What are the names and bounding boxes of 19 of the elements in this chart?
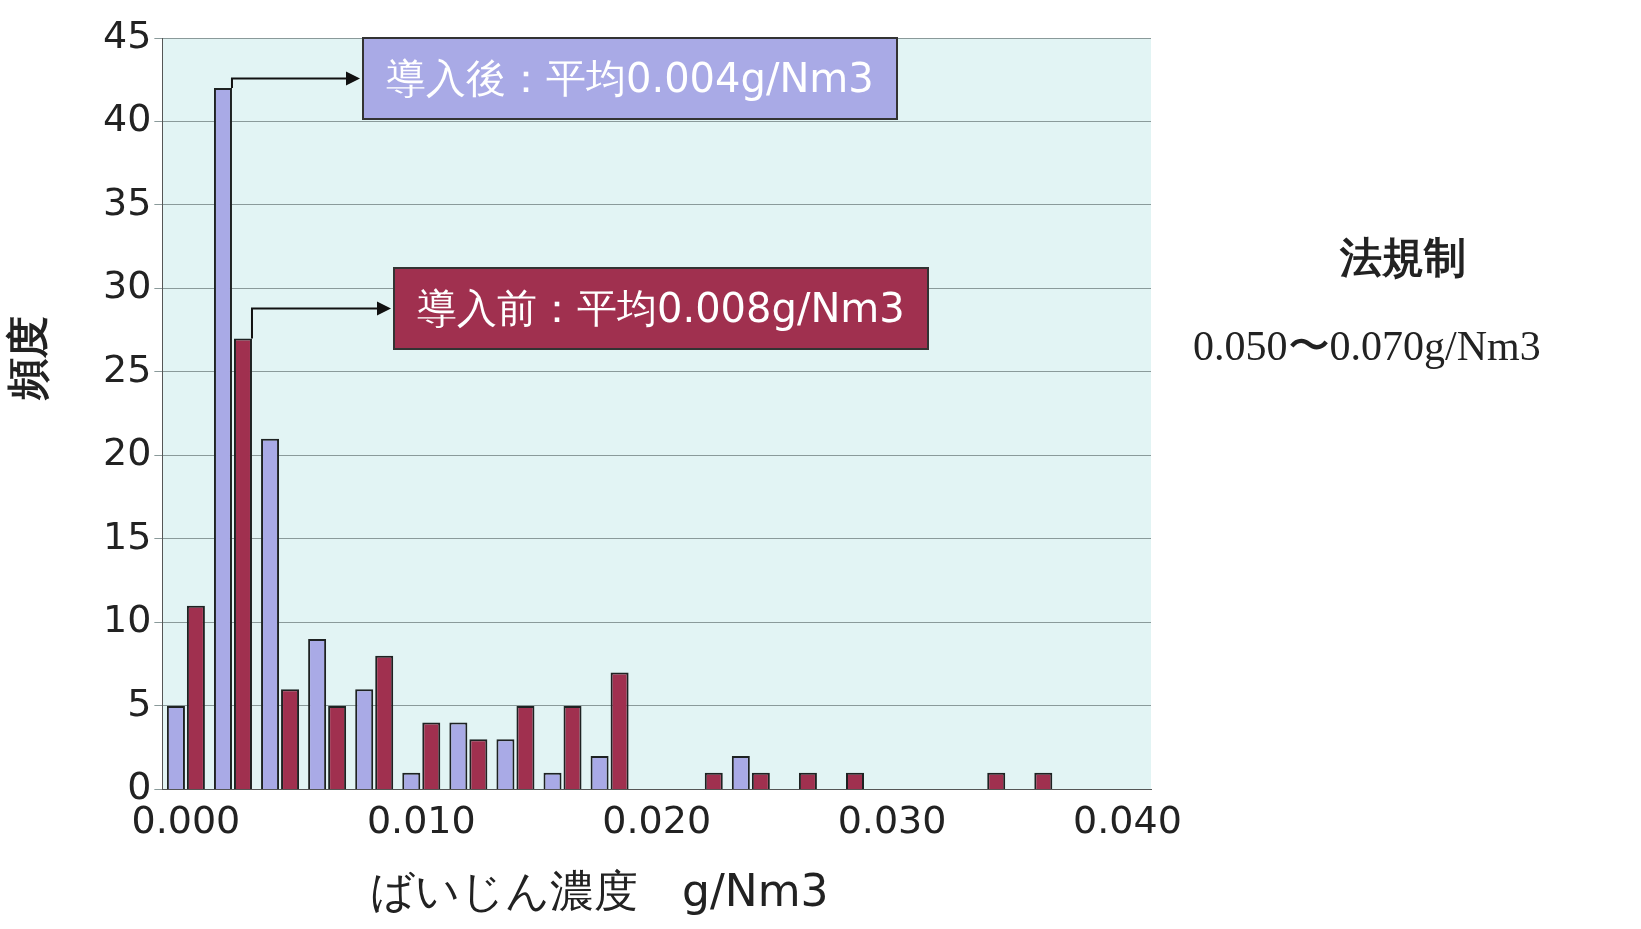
y-tick-label: 45 (102, 12, 152, 57)
text: 導入前：平均0.008g/Nm3 (393, 267, 929, 350)
text: 法規制 (1340, 232, 1466, 284)
x-axis-title: ばいじん濃度 g/Nm3 (370, 864, 829, 918)
text: 導入後：平均0.004g/Nm3 (362, 37, 898, 120)
x-tick-label: 0.020 (602, 798, 712, 843)
y-tick-label: 25 (102, 346, 152, 391)
x-tick-label: 0.010 (366, 798, 476, 843)
text: 0.050〜0.070g/Nm3 (1193, 322, 1541, 371)
y-tick-label: 40 (102, 96, 152, 141)
y-tick-label: 5 (127, 680, 152, 725)
y-tick-label: 35 (102, 179, 152, 224)
x-tick-label: 0.040 (1073, 798, 1182, 843)
y-tick-label: 20 (102, 430, 152, 475)
y-tick-label: 10 (102, 597, 152, 642)
x-tick-label: 0.030 (837, 798, 947, 843)
y-tick-label: 15 (102, 513, 152, 558)
y-tick-label: 30 (102, 263, 152, 308)
y-axis-title: 頻度 (2, 316, 53, 400)
